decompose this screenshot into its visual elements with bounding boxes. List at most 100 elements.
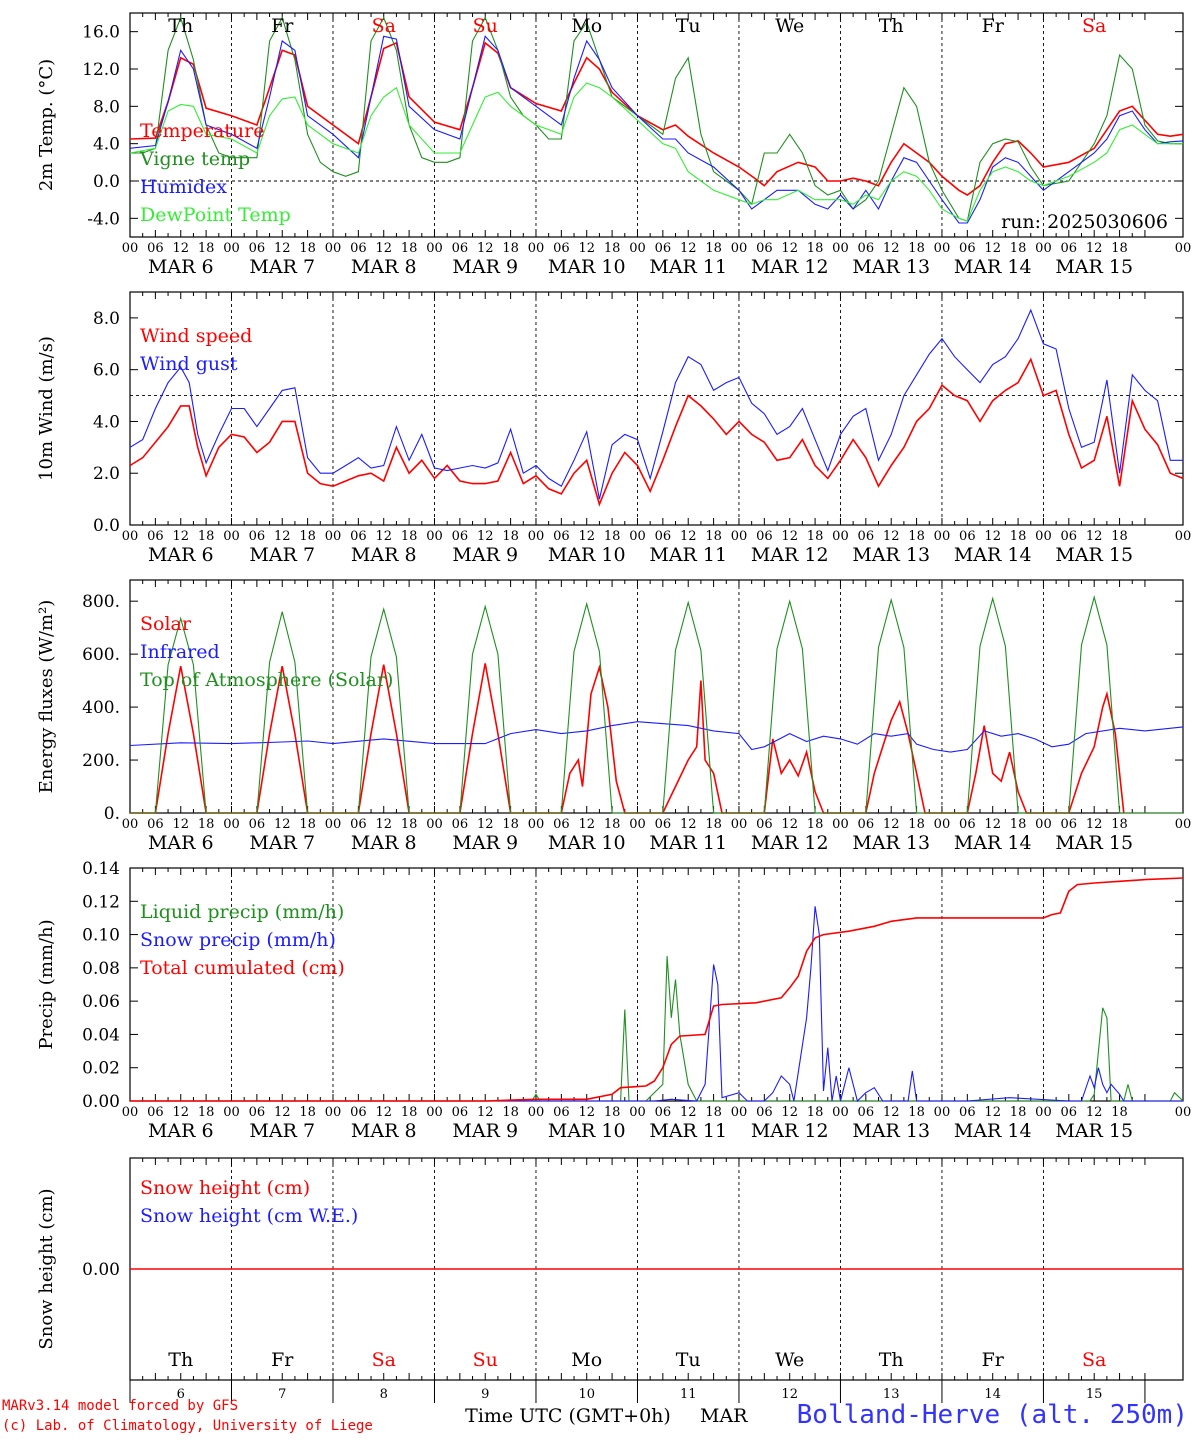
hour-tick-label: 00 <box>122 1105 139 1120</box>
hour-tick-label: 00 <box>1035 1105 1052 1120</box>
hour-tick-label: 18 <box>908 241 925 256</box>
hour-tick-label: 06 <box>1061 529 1078 544</box>
hour-tick-label: 00 <box>528 1105 545 1120</box>
y-tick-label: 4.0 <box>93 135 120 155</box>
hour-tick-label: 18 <box>604 1105 621 1120</box>
y-tick-label: 8.0 <box>93 97 120 117</box>
hour-tick-label: 06 <box>1061 1105 1078 1120</box>
legend-entry: Vigne temp <box>139 148 250 170</box>
hour-tick-label: 18 <box>807 241 824 256</box>
hour-tick-label: 00 <box>223 529 240 544</box>
hour-tick-label: 12 <box>477 1105 494 1120</box>
series-line-wind-gust <box>129 308 1183 500</box>
date-label: MAR 9 <box>452 544 518 566</box>
weekday-label: Sa <box>372 1349 396 1371</box>
date-label: MAR 10 <box>548 1120 626 1142</box>
date-label: MAR 13 <box>852 544 930 566</box>
date-label: MAR 7 <box>249 256 315 278</box>
date-label: MAR 10 <box>548 544 626 566</box>
hour-tick-label: 06 <box>452 817 469 832</box>
hour-tick-label: 18 <box>502 817 519 832</box>
date-label: MAR 13 <box>852 256 930 278</box>
hour-tick-label: 00 <box>1175 529 1192 544</box>
y-tick-label: 0.00 <box>82 1260 120 1280</box>
hour-tick-label: 12 <box>477 529 494 544</box>
hour-tick-label: 12 <box>781 241 798 256</box>
series-line-wind-speed <box>129 357 1184 507</box>
hour-tick-label: 18 <box>1010 817 1027 832</box>
hour-tick-label: 06 <box>147 1105 164 1120</box>
y-tick-label: 4.0 <box>93 412 120 432</box>
hour-tick-label: 00 <box>731 817 748 832</box>
hour-tick-label: 18 <box>1111 241 1128 256</box>
weekday-label: Fr <box>982 15 1005 37</box>
day-number-label: 14 <box>984 1387 1001 1402</box>
hour-tick-label: 18 <box>502 241 519 256</box>
date-label: MAR 12 <box>751 544 829 566</box>
hour-tick-label: 12 <box>375 529 392 544</box>
y-tick-label: 0.08 <box>82 959 120 979</box>
hour-tick-label: 12 <box>274 1105 291 1120</box>
hour-tick-label: 00 <box>528 241 545 256</box>
y-axis-label: 10m Wind (m/s) <box>36 336 57 481</box>
series-line-dewpoint-temp <box>129 82 1183 222</box>
hour-tick-label: 06 <box>249 529 266 544</box>
hour-tick-label: 06 <box>655 241 672 256</box>
date-label: MAR 12 <box>751 256 829 278</box>
legend-entry: Top of Atmosphere (Solar) <box>140 669 393 691</box>
hour-tick-label: 18 <box>1010 1105 1027 1120</box>
date-label: MAR 11 <box>649 1120 727 1142</box>
hour-tick-label: 06 <box>959 529 976 544</box>
hour-tick-label: 06 <box>858 241 875 256</box>
hour-tick-label: 06 <box>147 817 164 832</box>
hour-tick-label: 18 <box>401 1105 418 1120</box>
weekday-label: Fr <box>271 15 294 37</box>
weekday-label: Su <box>473 1349 498 1371</box>
y-axis-label: 2m Temp. (°C) <box>36 59 57 191</box>
y-tick-label: 0.04 <box>82 1025 120 1045</box>
hour-tick-label: 06 <box>959 241 976 256</box>
hour-tick-label: 18 <box>299 817 316 832</box>
lab-credit: (c) Lab. of Climatology, University of L… <box>2 1418 373 1434</box>
panel-1 <box>129 12 1184 238</box>
hour-tick-label: 00 <box>832 241 849 256</box>
hour-tick-label: 06 <box>756 241 773 256</box>
panel-frame <box>129 12 1184 238</box>
hour-tick-label: 18 <box>299 529 316 544</box>
y-tick-label: 0.0 <box>93 516 120 536</box>
hour-tick-label: 06 <box>858 817 875 832</box>
model-credit: MARv3.14 model forced by GFS <box>2 1398 239 1414</box>
date-label: MAR 7 <box>249 832 315 854</box>
run-label: run: 2025030606 <box>1001 211 1168 233</box>
hour-tick-label: 12 <box>984 817 1001 832</box>
weekday-label: Th <box>168 15 193 37</box>
day-number-label: 7 <box>278 1387 286 1402</box>
hour-tick-label: 06 <box>350 1105 367 1120</box>
panel-frame <box>129 291 1184 526</box>
hour-tick-label: 00 <box>934 241 951 256</box>
hour-tick-label: 06 <box>249 1105 266 1120</box>
y-tick-label: 2.0 <box>93 464 120 484</box>
y-tick-label: 0.12 <box>82 892 120 912</box>
hour-tick-label: 06 <box>858 529 875 544</box>
hour-tick-label: 12 <box>578 817 595 832</box>
date-label: MAR 12 <box>751 832 829 854</box>
hour-tick-label: 18 <box>1010 529 1027 544</box>
date-label: MAR 14 <box>954 544 1032 566</box>
hour-tick-label: 00 <box>223 1105 240 1120</box>
hour-tick-label: 18 <box>604 817 621 832</box>
date-label: MAR 11 <box>649 256 727 278</box>
hour-tick-label: 18 <box>198 529 215 544</box>
date-label: MAR 7 <box>249 544 315 566</box>
hour-tick-label: 18 <box>401 817 418 832</box>
hour-tick-label: 18 <box>807 1105 824 1120</box>
hour-tick-label: 06 <box>1061 241 1078 256</box>
hour-tick-label: 00 <box>934 1105 951 1120</box>
hour-tick-label: 12 <box>172 529 189 544</box>
series-line-temperature <box>129 41 1184 196</box>
date-label: MAR 8 <box>351 1120 417 1142</box>
hour-tick-label: 06 <box>553 241 570 256</box>
hour-tick-label: 00 <box>426 1105 443 1120</box>
hour-tick-label: 00 <box>731 529 748 544</box>
series-line-vigne-temp <box>130 16 1183 222</box>
